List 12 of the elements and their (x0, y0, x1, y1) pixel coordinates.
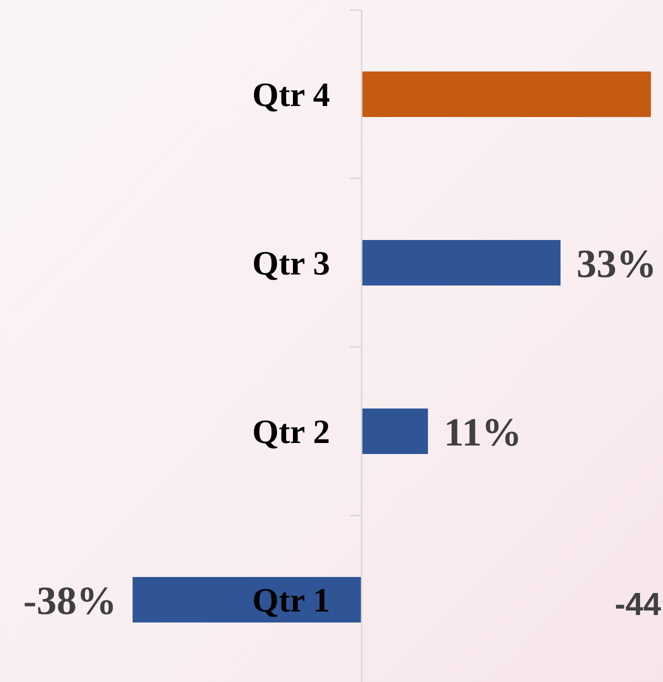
bar (362, 72, 651, 117)
data-label: 33% (576, 240, 657, 286)
y-tick-label: Qtr 1 (252, 582, 330, 620)
bar (132, 577, 362, 622)
data-label: 11% (444, 409, 522, 454)
data-label: -38% (23, 578, 117, 623)
y-tick-label: Qtr 4 (252, 77, 330, 114)
y-tick-label: Qtr 3 (252, 246, 330, 283)
bar (362, 240, 561, 286)
y-tick-label: Qtr 2 (252, 414, 330, 452)
annotation: -44 (614, 586, 662, 622)
bar (362, 408, 428, 454)
